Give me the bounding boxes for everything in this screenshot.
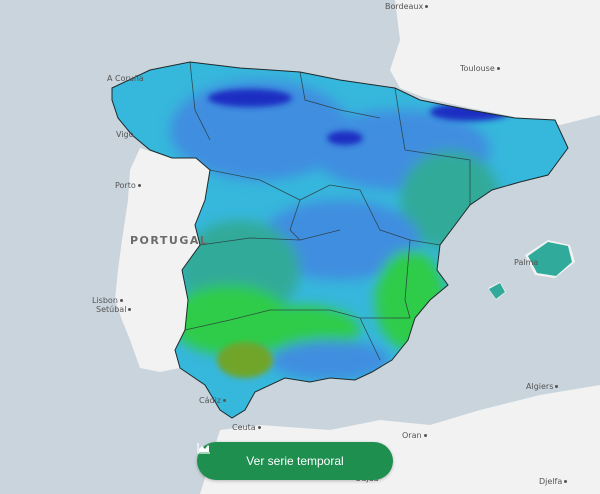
city-label-a-coruna: A Coruña <box>107 74 144 83</box>
city-label-bordeaux: Bordeaux <box>385 2 430 11</box>
balearic-raster <box>528 242 572 276</box>
chart-area-icon <box>197 443 210 454</box>
city-label-vigo: Vigo <box>116 130 134 139</box>
ver-serie-temporal-button[interactable]: Ver serie temporal <box>197 442 393 480</box>
country-label-portugal: PORTUGAL <box>130 234 209 247</box>
city-label-setubal: Setúbal <box>96 305 133 314</box>
city-label-porto: Porto <box>115 181 143 190</box>
city-label-lisbon: Lisbon <box>92 296 125 305</box>
city-label-oran: Oran <box>402 431 429 440</box>
ibiza-raster <box>489 283 505 299</box>
city-label-ceuta: Ceuta <box>232 423 263 432</box>
region-borders <box>184 61 471 361</box>
ver-serie-temporal-label: Ver serie temporal <box>246 454 344 468</box>
city-label-djelfa: Djelfa <box>539 477 569 486</box>
city-label-toulouse: Toulouse <box>460 64 502 73</box>
city-label-cadiz: Cádiz <box>199 396 228 405</box>
city-label-palma: Palma <box>514 258 539 267</box>
france-land <box>390 0 600 125</box>
spain-border <box>111 61 569 419</box>
city-label-algiers: Algiers <box>526 382 560 391</box>
